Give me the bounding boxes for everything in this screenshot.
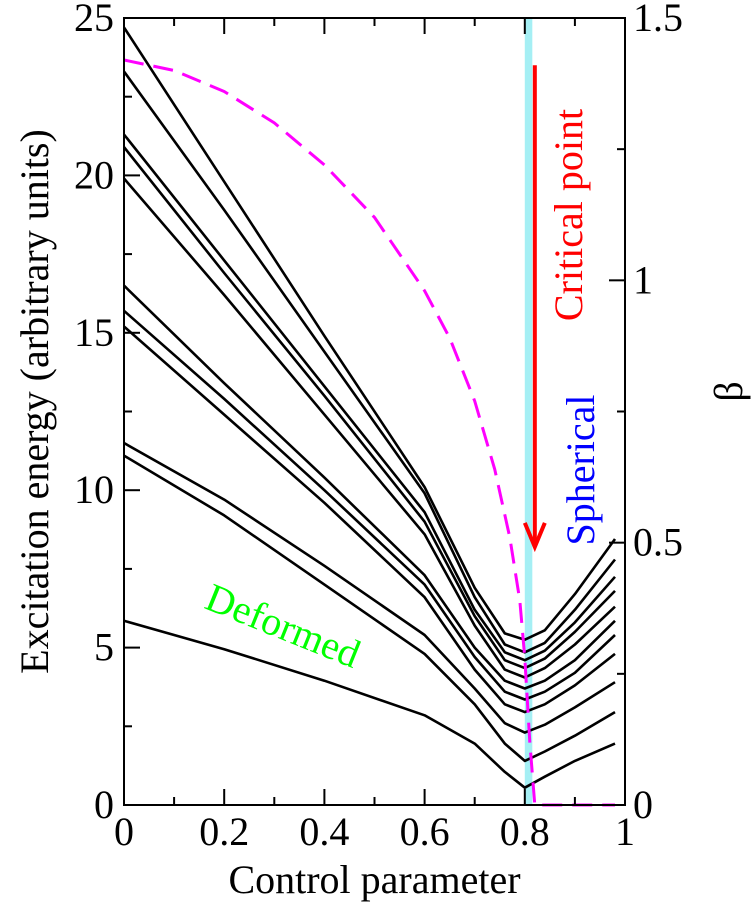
y-right-tick-label: 0 — [633, 782, 653, 827]
y-tick-label: 5 — [94, 625, 114, 670]
energy-level-line-3 — [123, 441, 616, 734]
x-tick-label: 1 — [615, 809, 635, 854]
x-tick-label: 0 — [114, 809, 134, 854]
energy-level-line-4 — [123, 325, 616, 714]
energy-level-line-9 — [122, 133, 616, 662]
critical-point-label: Critical point — [546, 109, 591, 321]
deformed-label: Deformed — [199, 574, 366, 676]
energy-level-line-7 — [123, 177, 616, 679]
y-tick-label: 20 — [74, 152, 114, 197]
energy-level-line-6 — [123, 284, 616, 690]
energy-level-lines — [122, 26, 617, 790]
y-right-tick-label: 1 — [633, 257, 653, 302]
critical-region-band — [524, 18, 533, 805]
right-y-axis-title: β — [706, 381, 751, 401]
y-tick-label: 0 — [94, 782, 114, 827]
y-right-tick-label: 1.5 — [633, 0, 683, 40]
beta-line-1 — [123, 58, 615, 807]
y-tick-label: 25 — [74, 0, 114, 40]
y-tick-label: 15 — [74, 310, 114, 355]
critical-band-rect — [524, 18, 533, 805]
critical-point-arrow — [522, 65, 547, 553]
beta-curve — [123, 58, 615, 807]
axis-ticks — [123, 17, 626, 806]
x-tick-label: 0.8 — [500, 809, 550, 854]
energy-level-line-10 — [122, 70, 617, 654]
energy-level-line-2 — [123, 454, 616, 763]
energy-level-line-5 — [123, 309, 616, 701]
y-tick-label: 10 — [74, 467, 114, 512]
x-axis-title: Control parameter — [228, 857, 520, 902]
x-tick-label: 0.4 — [299, 809, 349, 854]
spherical-label: Spherical — [558, 394, 603, 545]
x-tick-label: 0.2 — [199, 809, 249, 854]
x-tick-label: 0.6 — [400, 809, 450, 854]
energy-level-line-1 — [123, 619, 616, 790]
y-axis-title: Excitation energy (arbitrary units) — [12, 129, 57, 674]
y-right-tick-label: 0.5 — [633, 520, 683, 565]
energy-level-line-8 — [122, 146, 616, 670]
arrow-head — [522, 522, 547, 553]
energy-level-line-11 — [122, 26, 617, 642]
